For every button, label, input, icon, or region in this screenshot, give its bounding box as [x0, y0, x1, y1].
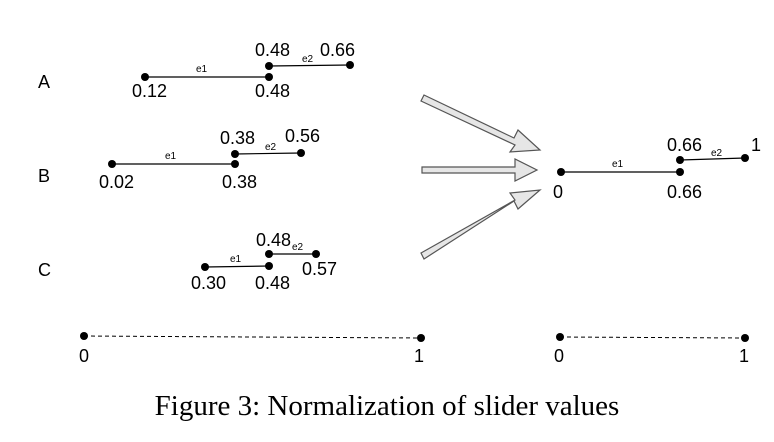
row-a-e2-start-value: 0.48 — [255, 40, 290, 60]
scale-right-min-label: 0 — [554, 346, 564, 366]
row-c-label: C — [38, 260, 51, 280]
row-a-e1-end-value: 0.48 — [255, 81, 290, 101]
row-b-label: B — [38, 166, 50, 186]
normalized-e1-label: e1 — [612, 159, 624, 170]
scale-left-line — [83, 335, 422, 339]
scale-right: 0 1 — [554, 333, 749, 366]
normalized-e2-line — [679, 157, 746, 161]
row-b-e2-end-value: 0.56 — [285, 126, 320, 146]
row-c-e2-end-value: 0.57 — [302, 259, 337, 279]
scale-right-line — [559, 336, 746, 339]
row-a: A e1 e2 0.12 0.48 0.48 0.66 — [38, 40, 355, 101]
arrow-a-to-normalized — [420, 94, 542, 153]
normalized-e1-end-value: 0.66 — [667, 182, 702, 202]
scale-right-max-point — [741, 334, 749, 342]
row-c-e2-end-point — [312, 250, 320, 258]
figure-caption: Figure 3: Normalization of slider values — [155, 390, 620, 422]
row-b-e1-label: e1 — [165, 151, 177, 162]
row-b-e2-end-point — [297, 149, 305, 157]
row-a-e2-line — [268, 64, 351, 67]
row-c-e2-label: e2 — [292, 242, 304, 253]
normalized-e2-start-point — [676, 156, 684, 164]
arrow-b-to-normalized — [421, 158, 539, 182]
row-a-e2-label: e2 — [302, 54, 314, 65]
scale-left-min-label: 0 — [79, 346, 89, 366]
row-b: B e1 e2 0.02 0.38 0.38 0.56 — [38, 126, 320, 192]
row-a-e1-start-point — [141, 73, 149, 81]
scale-left: 0 1 — [79, 332, 425, 366]
row-b-e1-end-point — [231, 160, 239, 168]
row-a-e2-end-point — [346, 61, 354, 69]
normalized-e1-end-point — [676, 168, 684, 176]
scale-left-min-point — [80, 332, 88, 340]
scale-right-max-label: 1 — [739, 346, 749, 366]
scale-left-max-label: 1 — [414, 346, 424, 366]
row-c-e1-label: e1 — [230, 254, 242, 265]
row-c-e2-start-value: 0.48 — [256, 230, 291, 250]
normalized-e1-start-value: 0 — [553, 182, 563, 202]
normalized-e2-label: e2 — [711, 148, 723, 159]
normalized-e1-start-point — [557, 168, 565, 176]
normalized-e2-start-value: 0.66 — [667, 135, 702, 155]
row-b-e2-label: e2 — [265, 142, 277, 153]
row-c-e1-start-value: 0.30 — [191, 273, 226, 293]
row-b-e1-start-value: 0.02 — [99, 172, 134, 192]
row-c-e1-end-point — [265, 262, 273, 270]
scale-left-max-point — [417, 334, 425, 342]
arrow-c-to-normalized — [420, 189, 542, 260]
row-c: C e1 e2 0.30 0.48 0.48 0.57 — [38, 230, 337, 293]
row-c-e1-start-point — [201, 263, 209, 271]
row-b-e1-start-point — [108, 160, 116, 168]
row-b-e1-end-value: 0.38 — [222, 172, 257, 192]
row-a-e1-label: e1 — [196, 64, 208, 75]
scale-right-min-point — [556, 333, 564, 341]
row-b-e2-start-value: 0.38 — [220, 128, 255, 148]
row-a-e2-end-value: 0.66 — [320, 40, 355, 60]
row-c-e1-end-value: 0.48 — [255, 273, 290, 293]
row-a-label: A — [38, 72, 50, 92]
normalized-result: e1 e2 0 0.66 0.66 1 — [553, 135, 761, 202]
row-c-e2-start-point — [265, 250, 273, 258]
normalized-e2-end-value: 1 — [751, 135, 761, 155]
normalized-e2-end-point — [741, 154, 749, 162]
row-a-e1-end-point — [265, 73, 273, 81]
row-c-e1-line — [204, 265, 270, 268]
row-b-e2-start-point — [231, 150, 239, 158]
row-a-e2-start-point — [265, 62, 273, 70]
row-b-e2-line — [234, 152, 302, 155]
row-a-e1-start-value: 0.12 — [132, 81, 167, 101]
